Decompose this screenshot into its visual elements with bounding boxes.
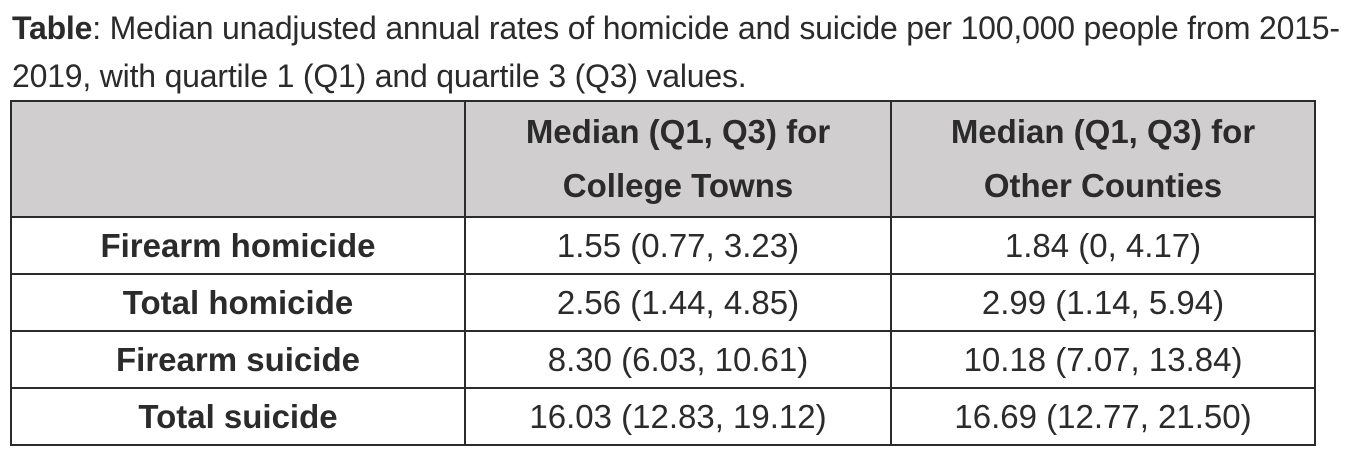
header-corner-cell: [10, 100, 466, 218]
table-row: Total homicide 2.56 (1.44, 4.85) 2.99 (1…: [10, 273, 1316, 332]
other-counties-value: 2.99 (1.14, 5.94): [890, 273, 1316, 332]
header-college-towns: Median (Q1, Q3) for College Towns: [464, 100, 892, 218]
table-row: Firearm homicide 1.55 (0.77, 3.23) 1.84 …: [10, 216, 1316, 275]
table-header: Median (Q1, Q3) for College Towns Median…: [10, 100, 1316, 218]
header-college-towns-line2: College Towns: [562, 167, 794, 204]
row-label: Firearm homicide: [10, 216, 466, 275]
row-label: Firearm suicide: [10, 330, 466, 389]
row-label: Total homicide: [10, 273, 466, 332]
college-towns-value: 8.30 (6.03, 10.61): [464, 330, 892, 389]
caption-label: Table: [12, 10, 93, 46]
other-counties-value: 16.69 (12.77, 21.50): [890, 387, 1316, 446]
header-other-counties: Median (Q1, Q3) for Other Counties: [890, 100, 1316, 218]
header-other-counties-line1: Median (Q1, Q3) for: [950, 113, 1256, 150]
header-college-towns-line1: Median (Q1, Q3) for: [525, 113, 831, 150]
other-counties-value: 10.18 (7.07, 13.84): [890, 330, 1316, 389]
college-towns-value: 1.55 (0.77, 3.23): [464, 216, 892, 275]
table-caption: Table: Median unadjusted annual rates of…: [12, 4, 1342, 100]
table-body: Firearm homicide 1.55 (0.77, 3.23) 1.84 …: [10, 216, 1316, 446]
row-label: Total suicide: [10, 387, 466, 446]
header-row: Median (Q1, Q3) for College Towns Median…: [10, 100, 1316, 218]
rates-table: Median (Q1, Q3) for College Towns Median…: [10, 100, 1316, 446]
caption-text: : Median unadjusted annual rates of homi…: [12, 10, 1340, 94]
other-counties-value: 1.84 (0, 4.17): [890, 216, 1316, 275]
college-towns-value: 2.56 (1.44, 4.85): [464, 273, 892, 332]
college-towns-value: 16.03 (12.83, 19.12): [464, 387, 892, 446]
table-row: Total suicide 16.03 (12.83, 19.12) 16.69…: [10, 387, 1316, 446]
header-other-counties-line2: Other Counties: [983, 167, 1223, 204]
table-row: Firearm suicide 8.30 (6.03, 10.61) 10.18…: [10, 330, 1316, 389]
